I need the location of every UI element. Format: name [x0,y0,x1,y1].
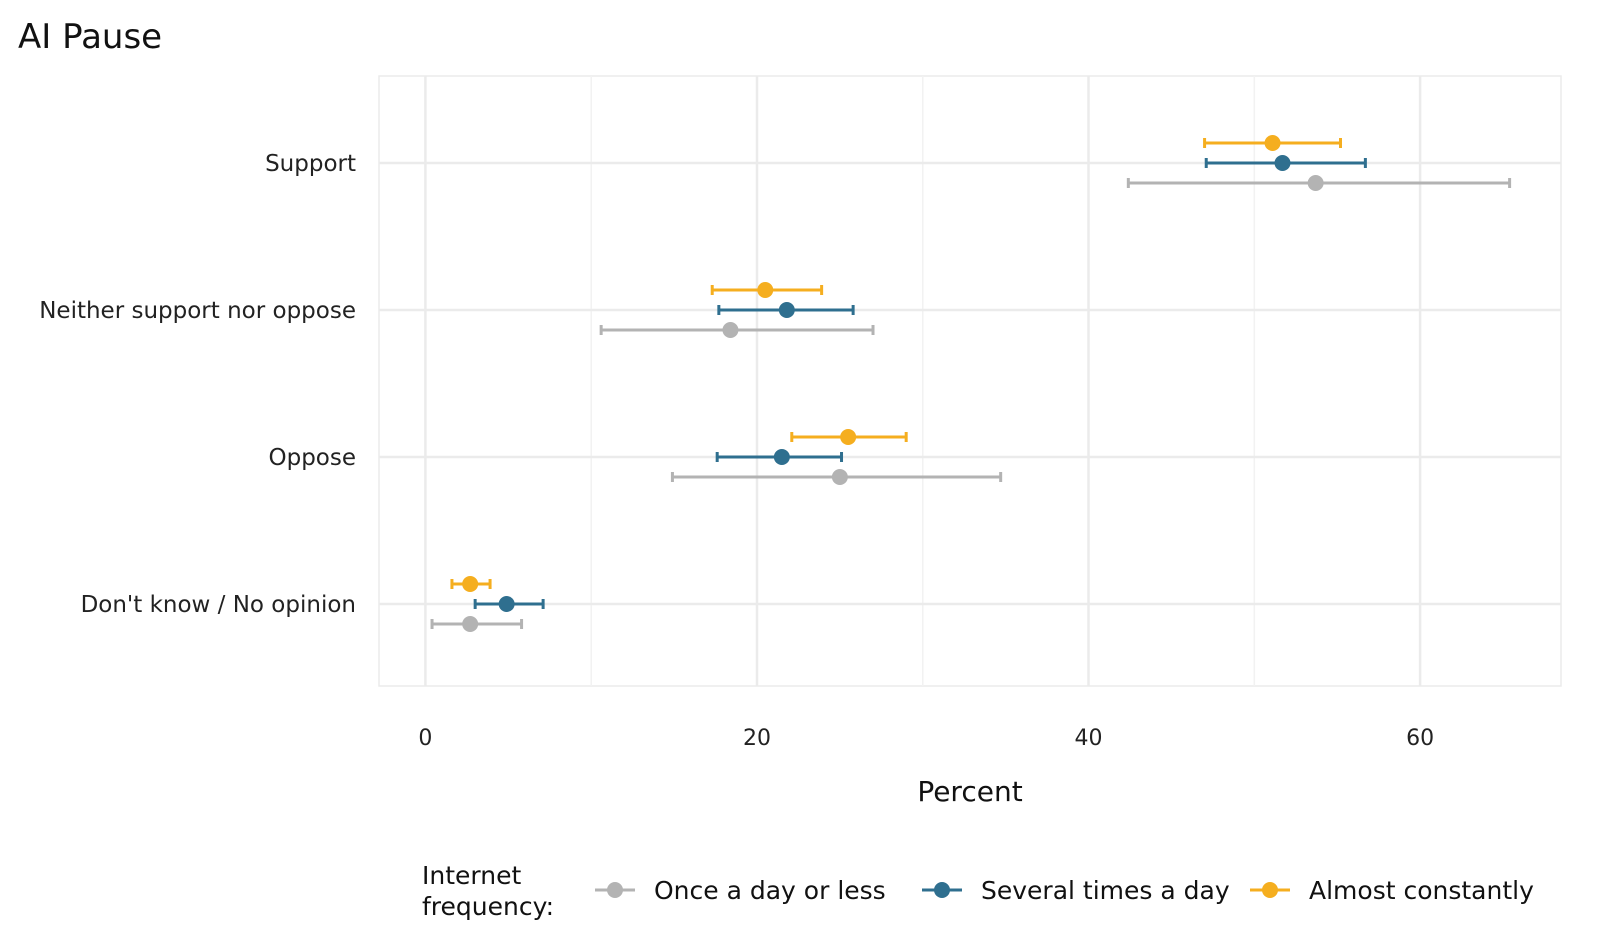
grid-minor [590,76,1256,686]
category-label: Don't know / No opinion [81,592,356,618]
legend-label: Several times a day [981,876,1230,905]
x-tick-label: 0 [418,726,432,751]
chart-title: AI Pause [18,17,162,57]
legend-label: Once a day or less [654,876,886,905]
legend-title-line-2: frequency: [422,892,554,921]
data-marks [430,135,1512,632]
legend-key-point [934,882,950,898]
legend: Internet frequency: Once a day or less Se… [422,861,1534,921]
data-point [722,322,739,338]
x-tick-label: 40 [1075,726,1103,751]
data-point [462,616,479,632]
data-point [1307,175,1324,191]
legend-keys: Once a day or less Several times a day Alm… [595,876,1534,905]
grid-major [379,76,1561,686]
data-point [840,429,857,445]
x-axis-tick-labels: 0 20 40 60 [418,726,1434,751]
data-point [773,449,790,465]
legend-key-point [607,882,623,898]
data-point [1264,135,1281,151]
y-axis-labels: Support Neither support nor oppose Oppose D… [39,151,356,618]
category-label: Neither support nor oppose [39,298,356,324]
plot-panel [378,75,1562,687]
category-label: Support [265,151,356,177]
data-point [757,282,774,298]
category-label: Oppose [268,445,356,471]
x-tick-label: 20 [743,726,771,751]
legend-key-point [1262,882,1278,898]
x-tick-label: 60 [1406,726,1434,751]
data-point [1274,155,1291,171]
data-point [462,576,479,592]
data-point [778,302,795,318]
x-axis-title: Percent [917,775,1022,808]
legend-title-line-1: Internet [422,861,521,890]
data-point [498,596,515,612]
legend-label: Almost constantly [1309,876,1534,905]
data-point [831,469,848,485]
